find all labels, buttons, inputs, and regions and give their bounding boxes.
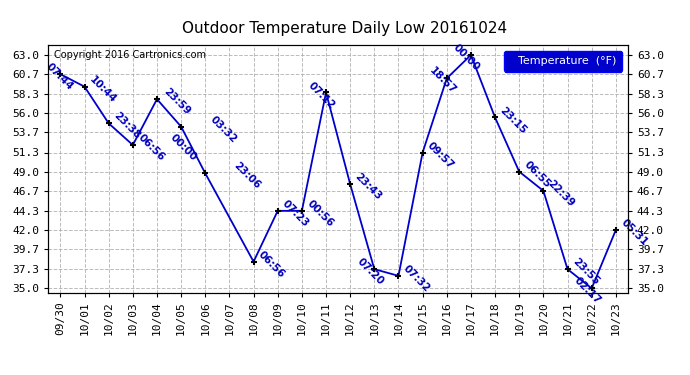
- Text: 18:57: 18:57: [427, 66, 458, 96]
- Text: Copyright 2016 Cartronics.com: Copyright 2016 Cartronics.com: [54, 50, 206, 60]
- Text: 06:56: 06:56: [136, 132, 166, 163]
- Text: 06:56: 06:56: [257, 249, 287, 279]
- Text: 07:20: 07:20: [355, 256, 386, 287]
- Text: 05:31: 05:31: [619, 217, 649, 248]
- Text: 23:06: 23:06: [233, 161, 263, 191]
- Text: 06:55: 06:55: [522, 159, 553, 189]
- Text: 23:43: 23:43: [353, 171, 384, 202]
- Text: 10:44: 10:44: [88, 74, 118, 105]
- Text: 23:55: 23:55: [571, 256, 601, 287]
- Text: 07:12: 07:12: [306, 80, 337, 111]
- Text: 00:56: 00:56: [305, 198, 335, 229]
- Text: Outdoor Temperature Daily Low 20161024: Outdoor Temperature Daily Low 20161024: [182, 21, 508, 36]
- Text: 02:17: 02:17: [572, 276, 603, 306]
- Text: 23:59: 23:59: [161, 87, 192, 117]
- Text: 23:38: 23:38: [112, 111, 142, 141]
- Text: 07:23: 07:23: [281, 198, 311, 229]
- Text: 00:00: 00:00: [168, 132, 199, 163]
- Legend: Temperature  (°F): Temperature (°F): [504, 51, 622, 72]
- Text: 09:57: 09:57: [426, 140, 456, 170]
- Text: 22:39: 22:39: [546, 178, 577, 209]
- Text: 07:44: 07:44: [43, 62, 75, 92]
- Text: 03:32: 03:32: [208, 114, 239, 144]
- Text: 00:00: 00:00: [451, 42, 482, 73]
- Text: 23:15: 23:15: [498, 105, 529, 135]
- Text: 07:32: 07:32: [402, 263, 432, 294]
